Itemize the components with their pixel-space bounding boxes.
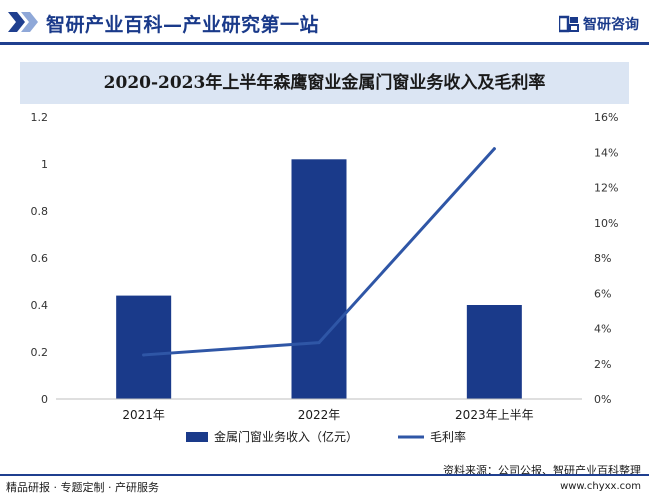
brand-name: 智研咨询 bbox=[583, 17, 639, 33]
chart-title: 2020-2023年上半年森鹰窗业金属门窗业务收入及毛利率 bbox=[103, 73, 546, 93]
double-chevron-icon bbox=[8, 12, 38, 32]
x-tick-label: 2021年 bbox=[122, 408, 165, 422]
y-right-tick-label: 12% bbox=[594, 182, 618, 195]
y-right-tick-label: 16% bbox=[594, 111, 618, 124]
page-header: 智研产业百科—产业研究第一站 智研咨询 bbox=[0, 0, 649, 46]
chart: 0 0.2 0.4 0.6 0.8 1 1.2 0% 2% 4% 6% 8% 10% 12% 14% 16% 2… bbox=[31, 111, 619, 444]
y-right-tick-label: 2% bbox=[594, 358, 611, 371]
brand-logo: 智研咨询 bbox=[559, 14, 639, 34]
y-right-tick-label: 6% bbox=[594, 287, 611, 300]
site-title: 智研产业百科—产业研究第一站 bbox=[46, 14, 320, 36]
line-point bbox=[142, 353, 146, 357]
legend-label-line: 毛利率 bbox=[430, 429, 466, 444]
source-note: 资料来源：公司公报、智研产业百科整理 bbox=[443, 464, 641, 477]
header-rule bbox=[0, 42, 649, 45]
legend-label-bar: 金属门窗业务收入（亿元） bbox=[214, 429, 358, 444]
y-right-tick-label: 10% bbox=[594, 217, 618, 230]
y-left-tick-label: 0 bbox=[41, 393, 48, 406]
legend-swatch-bar bbox=[186, 432, 208, 442]
y-left-tick-label: 1 bbox=[41, 158, 48, 171]
bar-revenue bbox=[291, 159, 347, 399]
logo-icon bbox=[559, 15, 579, 33]
x-tick-label: 2022年 bbox=[298, 408, 341, 422]
y-left-tick-label: 1.2 bbox=[31, 111, 49, 124]
y-right-tick-label: 4% bbox=[594, 323, 611, 336]
y-left-tick-label: 0.4 bbox=[31, 299, 49, 312]
bar-revenue bbox=[116, 295, 172, 399]
chart-title-band: 2020-2023年上半年森鹰窗业金属门窗业务收入及毛利率 bbox=[20, 62, 629, 104]
y-left-tick-label: 0.6 bbox=[31, 252, 49, 265]
bar-revenue bbox=[466, 305, 522, 399]
y-right-tick-label: 8% bbox=[594, 252, 611, 265]
y-right-tick-label: 14% bbox=[594, 146, 618, 159]
footer-rule bbox=[0, 474, 649, 476]
footer-url: www.chyxx.com bbox=[560, 481, 641, 492]
line-point bbox=[317, 341, 321, 345]
line-point bbox=[492, 147, 496, 151]
y-left-tick-label: 0.8 bbox=[31, 205, 49, 218]
x-tick-label: 2023年上半年 bbox=[455, 408, 534, 422]
footer-services: 精品研报 · 专题定制 · 产研服务 bbox=[6, 481, 159, 494]
y-left-tick-label: 0.2 bbox=[31, 346, 49, 359]
y-right-tick-label: 0% bbox=[594, 393, 611, 406]
